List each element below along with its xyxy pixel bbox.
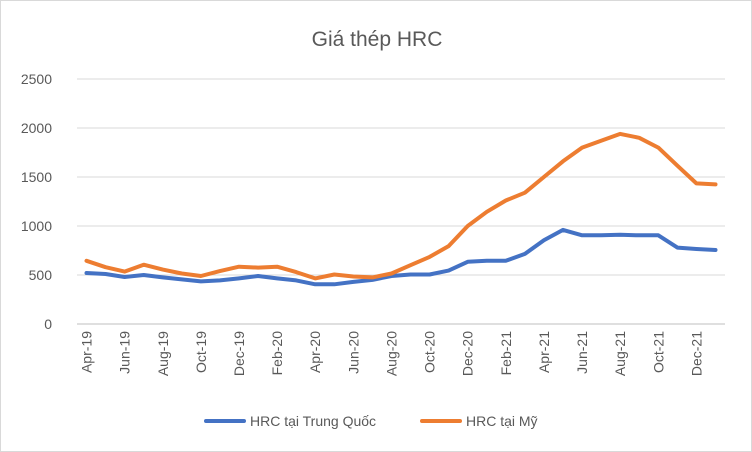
x-tick-label: Jun-21 (574, 331, 590, 374)
x-tick-label: Jun-19 (117, 331, 133, 374)
y-tick-label: 2500 (21, 71, 52, 87)
chart-title: Giá thép HRC (312, 28, 443, 51)
x-axis: Apr-19 Jun-19 Aug-19 Oct-19 Dec-19 Feb-20 Apr-… (79, 331, 705, 376)
y-tick-label: 500 (29, 267, 53, 283)
x-tick-label: Apr-20 (307, 331, 323, 373)
series-line-2 (84, 131, 718, 281)
gridlines (77, 78, 725, 325)
x-tick-label: Aug-21 (612, 331, 628, 376)
legend-label: HRC tại Trung Quốc (250, 413, 376, 429)
y-tick-label: 0 (44, 316, 52, 332)
legend-label: HRC tại Mỹ (466, 413, 538, 429)
x-tick-label: Apr-21 (536, 331, 552, 373)
x-tick-label: Apr-19 (79, 331, 95, 373)
x-tick-label: Jun-20 (345, 331, 361, 374)
x-tick-label: Dec-19 (231, 331, 247, 376)
legend: HRC tại Trung Quốc HRC tại Mỹ (204, 413, 538, 429)
y-tick-label: 2000 (21, 120, 52, 136)
series-line-1 (84, 227, 718, 287)
x-tick-label: Aug-19 (155, 331, 171, 376)
series-lines (84, 131, 718, 287)
x-tick-label: Dec-21 (688, 331, 704, 376)
x-tick-label: Dec-20 (460, 331, 476, 376)
x-tick-label: Feb-20 (269, 331, 285, 376)
y-axis: 0 500 1000 1500 2000 2500 (21, 71, 52, 332)
x-tick-label: Aug-20 (383, 331, 399, 376)
x-tick-label: Oct-19 (193, 331, 209, 373)
x-tick-label: Oct-20 (422, 331, 438, 373)
y-tick-label: 1500 (21, 169, 52, 185)
y-tick-label: 1000 (21, 218, 52, 234)
x-tick-label: Oct-21 (650, 331, 666, 373)
x-tick-label: Feb-21 (498, 331, 514, 376)
